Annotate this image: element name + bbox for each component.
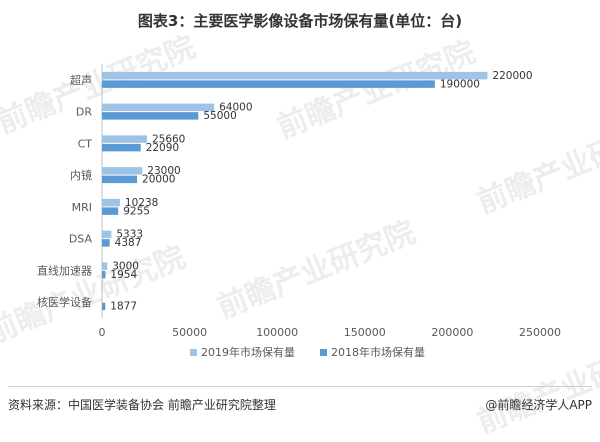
bar: [102, 230, 112, 239]
x-tick-label: 100000: [256, 326, 298, 339]
category-label: DR: [76, 106, 92, 119]
category-label: DSA: [69, 233, 93, 246]
x-tick-label: 50000: [172, 326, 207, 339]
bar: [102, 175, 138, 184]
chart-title: 图表3：主要医学影像设备市场保有量(单位：台): [137, 12, 463, 30]
data-label: 20000: [142, 174, 175, 186]
x-tick-label: 250000: [519, 326, 561, 339]
category-label: 直线加速器: [37, 263, 92, 277]
bar: [102, 262, 108, 270]
data-label: 10238: [125, 197, 158, 209]
data-label: 3000: [112, 260, 139, 272]
data-label: 1954: [110, 269, 137, 281]
x-tick-label: 0: [99, 326, 106, 339]
data-label: 55000: [203, 110, 236, 122]
source-text: 资料来源：中国医学装备协会 前瞻产业研究院整理: [8, 398, 276, 412]
legend-label: 2018年市场保有量: [331, 345, 425, 359]
bar: [102, 103, 215, 112]
data-label: 220000: [492, 70, 532, 82]
data-label: 64000: [219, 102, 252, 114]
data-label: 23000: [147, 165, 180, 177]
data-label: 1877: [110, 301, 137, 313]
bar: [102, 71, 488, 80]
category-label: 内镜: [70, 168, 92, 182]
data-label: 22090: [146, 142, 179, 154]
category-label: 核医学设备: [37, 295, 92, 309]
bar: [102, 207, 119, 215]
category-label: MRI: [72, 201, 92, 214]
bar: [102, 112, 199, 120]
bar: [102, 80, 435, 88]
data-label: 9255: [123, 205, 150, 217]
data-label: 190000: [440, 78, 480, 90]
bar: [102, 198, 120, 207]
bar: [102, 270, 106, 279]
category-label: CT: [78, 137, 93, 150]
bar: [102, 302, 106, 311]
data-label: 5333: [116, 229, 143, 241]
brand-text: @前瞻经济学人APP: [485, 398, 592, 412]
x-tick-label: 150000: [344, 326, 386, 339]
bar: [102, 135, 147, 143]
legend-label: 2019年市场保有量: [201, 345, 295, 359]
bar: [102, 239, 110, 247]
legend-swatch: [190, 349, 197, 356]
legend-swatch: [320, 349, 327, 356]
category-label: 超声: [70, 73, 92, 87]
x-tick-label: 200000: [431, 326, 473, 339]
bar: [102, 167, 143, 175]
bar: [102, 143, 141, 152]
data-label: 4387: [115, 237, 142, 249]
data-label: 25660: [152, 133, 185, 145]
footer-divider: [8, 386, 592, 387]
